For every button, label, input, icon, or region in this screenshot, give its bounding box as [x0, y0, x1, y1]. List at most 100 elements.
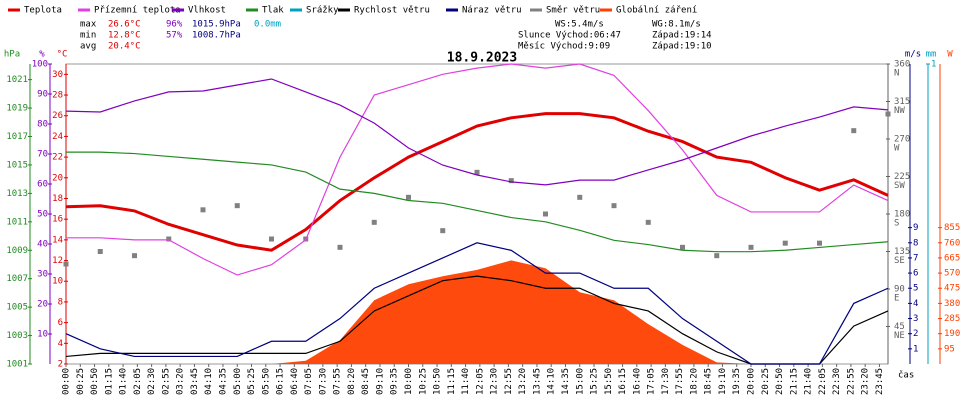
- y-tick-label: 22: [52, 153, 63, 163]
- legend-label: Náraz větru: [462, 6, 522, 16]
- info-text: WS:5.4m/s: [555, 20, 604, 30]
- y-tick-label: 10: [37, 330, 48, 340]
- y-tick-label: 4: [913, 299, 918, 309]
- x-tick-label: 09:10: [375, 368, 385, 395]
- y-tick-label: 20: [37, 300, 48, 310]
- x-tick-label: 14:35: [561, 368, 571, 395]
- x-tick-label: 06:15: [276, 368, 286, 395]
- point: [851, 128, 857, 134]
- x-tick-label: 01:15: [104, 368, 114, 395]
- y-tick-label: E: [894, 294, 899, 304]
- legend-label: Teplota: [24, 6, 62, 16]
- point: [200, 207, 206, 213]
- x-tick-label: 08:20: [347, 368, 357, 395]
- stat-text: max: [80, 20, 97, 30]
- x-tick-label: 21:40: [804, 368, 814, 395]
- x-tick-label: 07:55: [333, 368, 343, 395]
- x-tick-label: 20:50: [775, 368, 785, 395]
- point: [508, 178, 514, 184]
- y-tick-label: 380: [944, 299, 960, 309]
- x-tick-label: 17:30: [661, 368, 671, 395]
- legend-label: Globální záření: [616, 6, 697, 16]
- y-tick-label: 1001: [6, 360, 28, 370]
- legend-label: Srážky: [306, 6, 339, 16]
- y-tick-label: 1019: [6, 104, 28, 114]
- y-tick-label: 9: [913, 223, 918, 233]
- y-tick-label: N: [894, 69, 899, 79]
- x-tick-label: 10:50: [433, 368, 443, 395]
- y-tick-label: 24: [52, 132, 63, 142]
- point: [97, 249, 103, 254]
- y-tick-label: 28: [52, 91, 63, 101]
- y-tick-label: 7: [913, 253, 918, 263]
- y-tick-label: S: [894, 219, 899, 229]
- y-tick-label: 3: [913, 314, 918, 324]
- y-tick-label: 80: [37, 120, 48, 130]
- y-tick-label: 18: [52, 194, 63, 204]
- y-tick-label: 50: [37, 210, 48, 220]
- y-tick-label: NW: [894, 106, 905, 116]
- x-tick-label: 22:05: [818, 368, 828, 395]
- x-tick-label: 17:05: [647, 368, 657, 395]
- line: [65, 242, 889, 365]
- x-tick-label: 03:20: [176, 368, 186, 395]
- x-tick-label: 21:15: [789, 368, 799, 395]
- x-tick-label: 05:50: [261, 368, 271, 395]
- stat-text: min: [80, 31, 96, 41]
- axis-unit: %: [39, 50, 45, 60]
- axis-unit: hPa: [4, 50, 20, 60]
- point: [680, 244, 685, 250]
- info-text: Západ:19:10: [652, 42, 712, 52]
- x-tick-label: 23:20: [861, 368, 871, 395]
- x-tick-label: 04:35: [218, 368, 228, 395]
- area: [66, 260, 888, 364]
- y-tick-label: 6: [58, 318, 63, 328]
- line: [65, 78, 889, 186]
- legend-label: Tlak: [262, 6, 284, 16]
- legend-label: Přízemní teplota: [94, 6, 181, 16]
- x-tick-label: 22:30: [832, 368, 842, 395]
- point: [645, 219, 651, 225]
- point: [885, 111, 891, 117]
- y-tick-label: 285: [944, 314, 960, 324]
- point: [166, 236, 172, 242]
- x-tick-label: 20:25: [761, 368, 771, 395]
- y-tick-label: 135: [894, 247, 910, 257]
- y-tick-label: NE: [894, 331, 905, 341]
- legend-label: Rychlost větru: [354, 6, 430, 16]
- y-tick-label: 30: [37, 270, 48, 280]
- info-text: Měsíc Východ:9:09: [518, 42, 610, 52]
- stat-text: avg: [80, 42, 96, 52]
- y-tick-label: 1015: [6, 160, 28, 170]
- stat-text: 12.8°C: [108, 31, 141, 41]
- x-tick-label: 11:15: [447, 368, 457, 395]
- point: [132, 253, 137, 259]
- point: [577, 194, 583, 200]
- x-tick-label: 10:25: [418, 368, 428, 395]
- y-tick-label: 665: [944, 253, 960, 263]
- x-tick-label: 11:40: [461, 368, 471, 395]
- stat-text: 26.6°C: [108, 20, 141, 30]
- y-tick-label: 6: [913, 269, 918, 279]
- y-tick-label: 1009: [6, 246, 28, 256]
- info-text: Slunce Východ:06:47: [518, 31, 621, 41]
- y-tick-label: 60: [37, 180, 48, 190]
- x-tick-label: 01:40: [119, 368, 129, 395]
- stat-text: 96%: [166, 20, 183, 30]
- x-tick-label: 00:00: [62, 368, 72, 395]
- stat-text: 1015.9hPa: [192, 20, 241, 30]
- point: [440, 228, 446, 234]
- x-tick-label: 19:35: [732, 368, 742, 395]
- y-tick-label: 8: [58, 297, 63, 307]
- y-tick-label: 315: [894, 97, 910, 107]
- x-tick-label: 08:45: [361, 368, 371, 395]
- point: [782, 240, 788, 246]
- x-tick-label: 05:25: [247, 368, 257, 395]
- chart-title: 18.9.2023: [447, 51, 517, 66]
- point: [337, 244, 343, 250]
- info-text: Západ:19:14: [652, 31, 712, 41]
- y-tick-label: 1: [913, 344, 918, 354]
- y-tick-label: 225: [894, 172, 910, 182]
- y-tick-label: 1017: [6, 132, 28, 142]
- x-tick-label: 22:55: [846, 368, 856, 395]
